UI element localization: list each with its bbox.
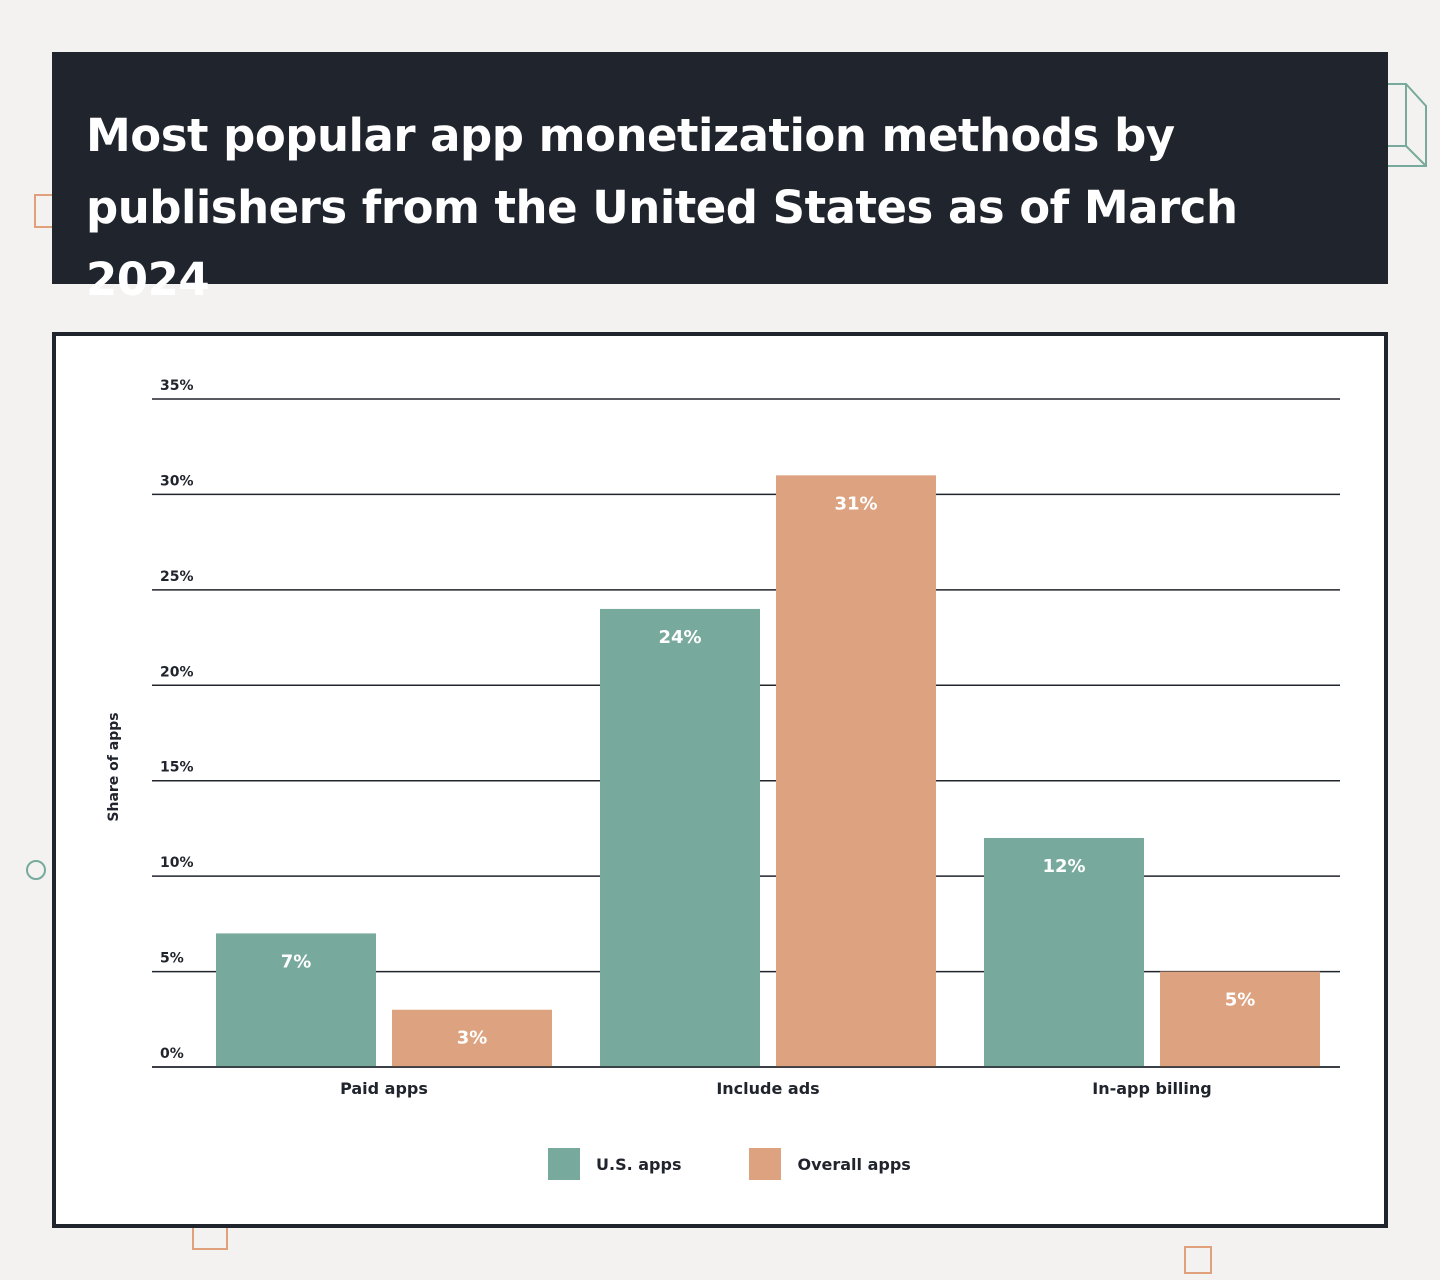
data-label: 7% [281,951,312,972]
data-label: 5% [1225,990,1256,1011]
decorative-cube-icon [1388,83,1427,167]
y-tick-label: 15% [160,760,194,776]
y-tick-label: 35% [160,378,194,394]
chart-title: Most popular app monetization methods by… [86,109,1238,306]
bar-u-s-apps-include-ads [600,608,760,1067]
y-tick-label: 30% [160,473,194,489]
decorative-square [1184,1246,1212,1274]
y-tick-label: 20% [160,664,194,680]
bar-u-s-apps-in-app-billing [984,837,1144,1067]
data-label: 3% [457,1028,488,1049]
chart-container: Share of apps 0% 5% 10% 15% 20% 25% 30% 35% 7% 3% P… [52,332,1388,1228]
y-tick-label: 10% [160,855,194,871]
data-label: 31% [834,493,877,514]
legend-label-overall-apps: Overall apps [797,1154,911,1174]
x-category-label: Include ads [716,1079,819,1098]
y-tick-label: 25% [160,569,194,585]
legend: U.S. apps Overall apps [548,1148,979,1180]
data-label: 24% [658,627,701,648]
bar-overall-apps-in-app-billing [1160,971,1320,1067]
legend-item-overall-apps: Overall apps [749,1148,911,1180]
bar-u-s-apps-paid-apps [216,933,376,1067]
x-category-label: Paid apps [340,1079,428,1098]
title-banner: Most popular app monetization methods by… [52,52,1388,306]
decorative-circle [26,860,46,880]
y-tick-label: 0% [160,1046,184,1062]
y-axis-label: Share of apps [106,712,122,821]
legend-item-us-apps: U.S. apps [548,1148,681,1180]
data-label: 12% [1042,856,1085,877]
legend-swatch-overall-apps [749,1148,782,1180]
legend-swatch-us-apps [548,1148,580,1180]
bar-chart: Share of apps 0% 5% 10% 15% 20% 25% 30% 35% 7% 3% P… [106,378,1340,1098]
decorative-square [192,1224,228,1250]
legend-label-us-apps: U.S. apps [596,1154,682,1174]
y-tick-label: 5% [160,951,184,967]
x-category-label: In-app billing [1092,1079,1212,1098]
bar-overall-apps-paid-apps [392,1009,552,1067]
bar-overall-apps-include-ads [776,475,936,1067]
